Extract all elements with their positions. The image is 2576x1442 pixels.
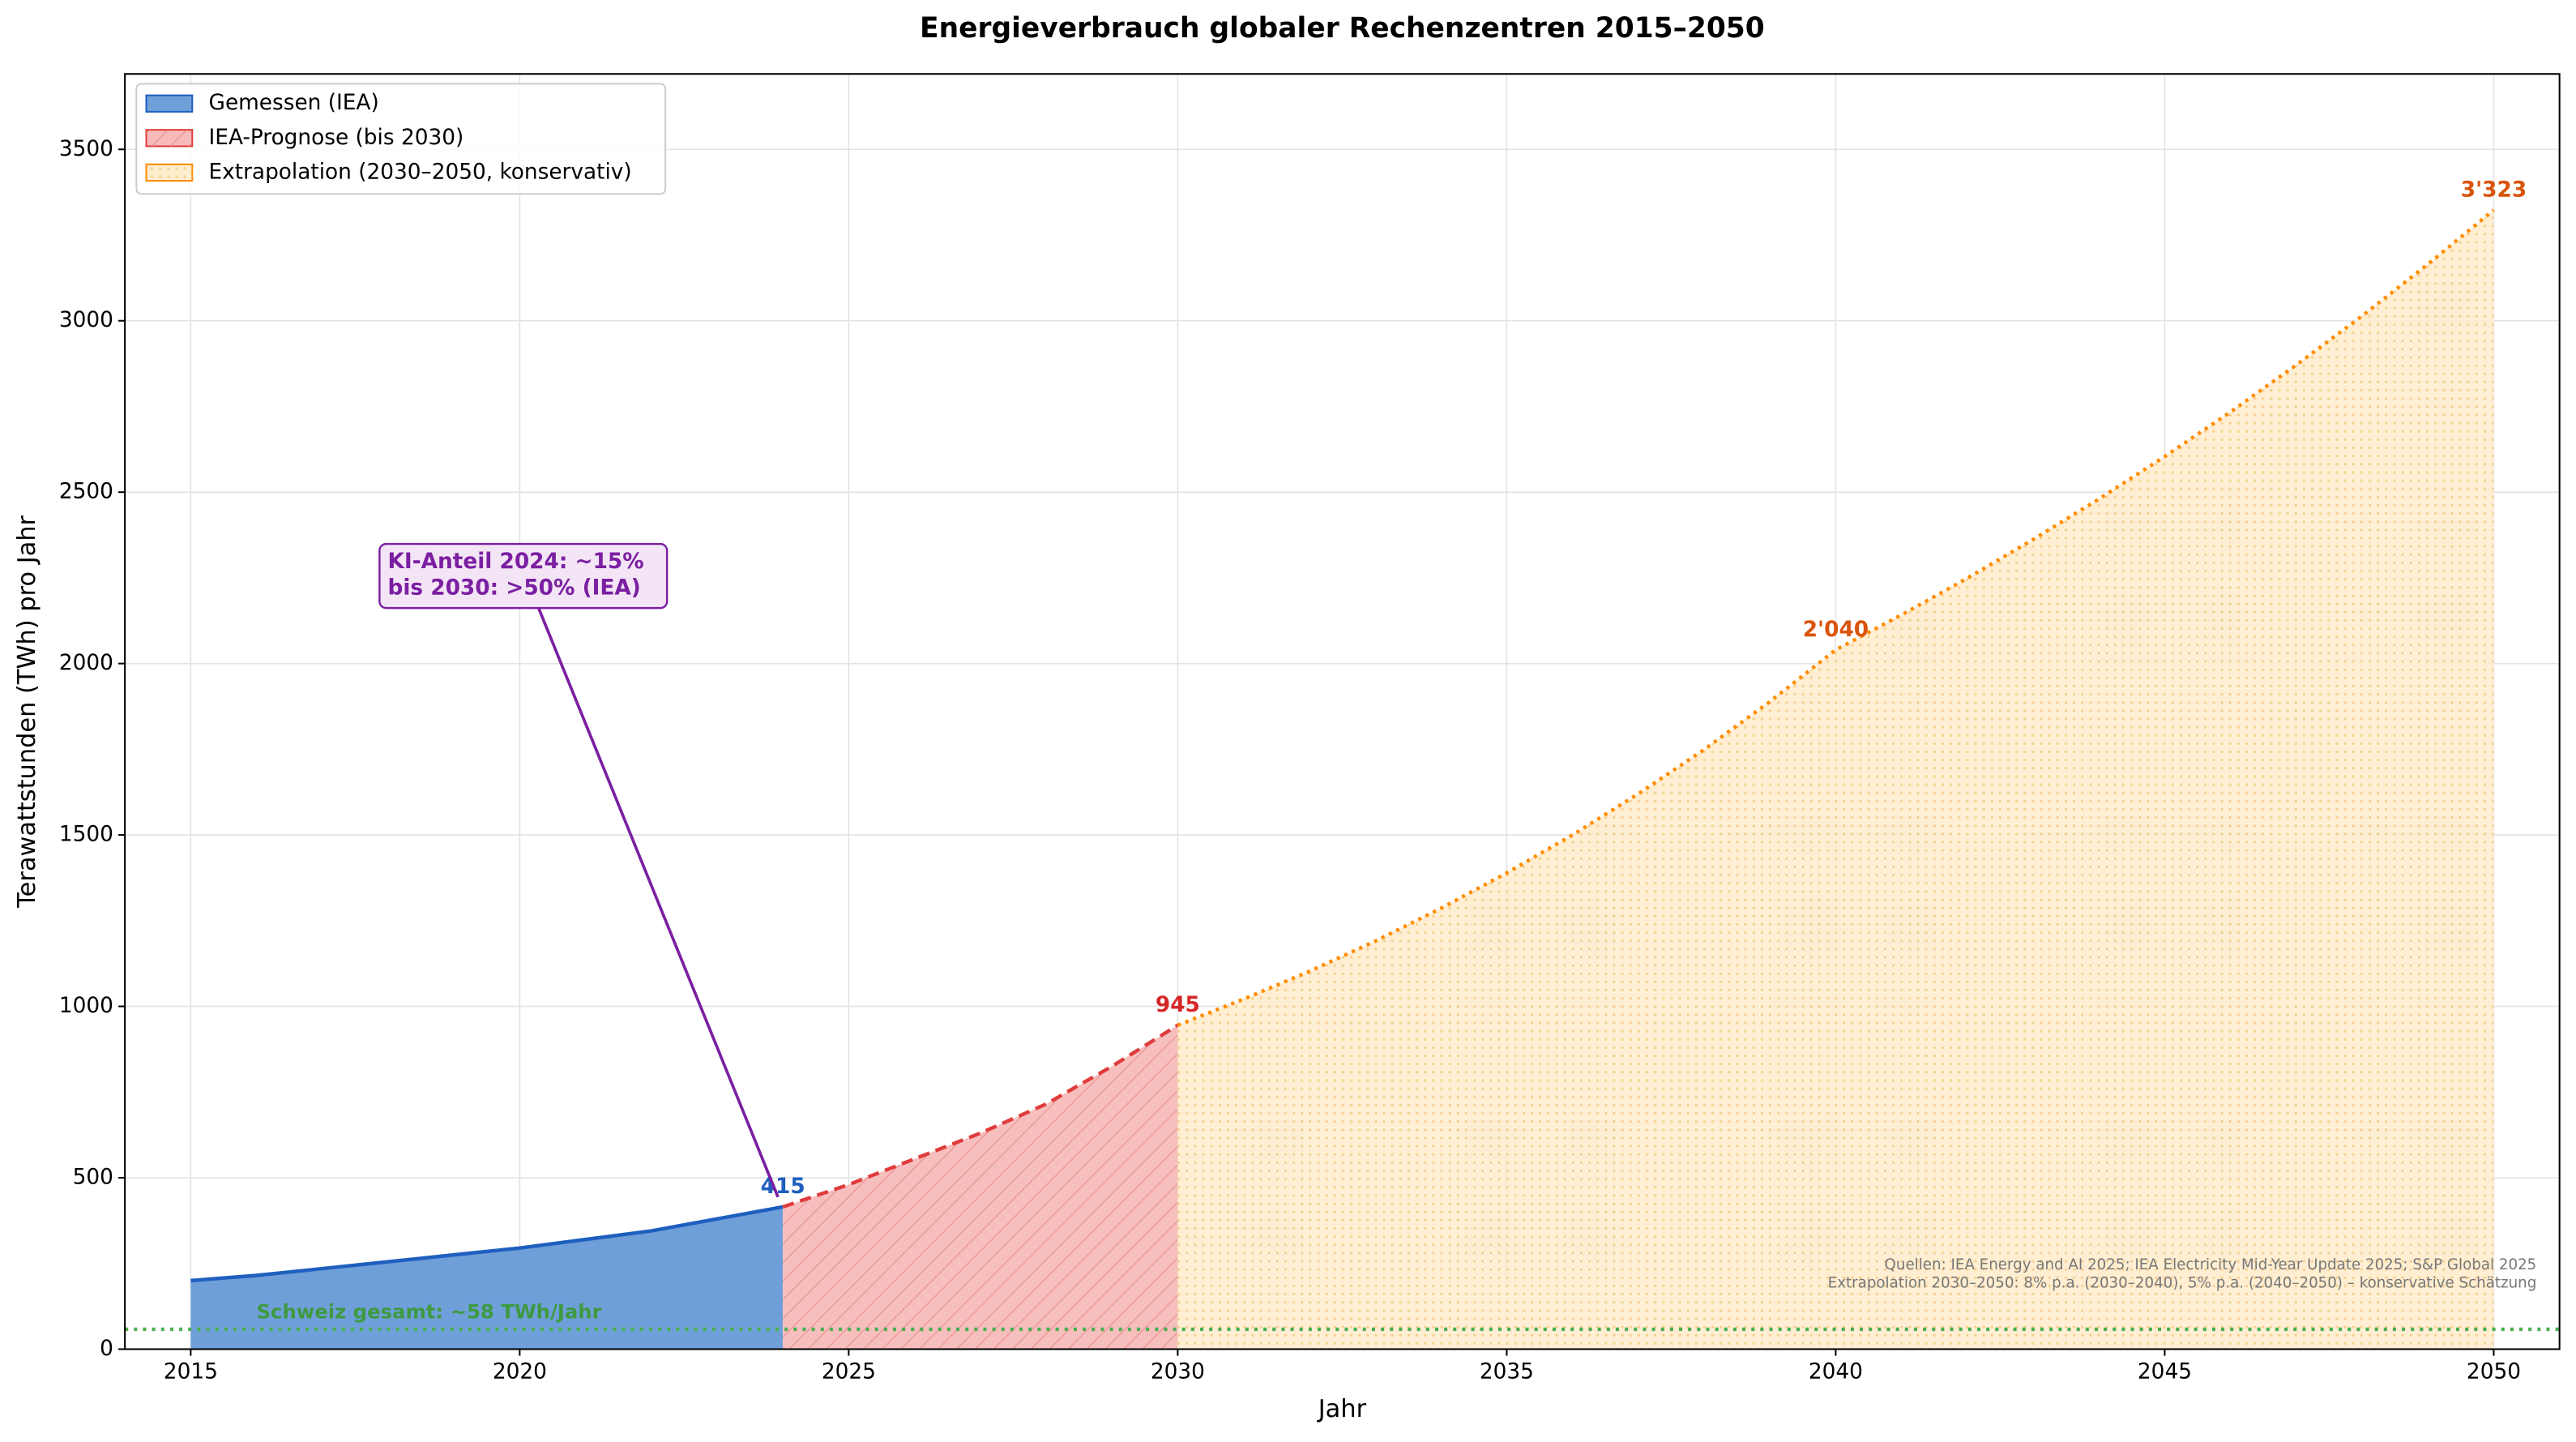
area bbox=[190, 1206, 784, 1350]
x-tick-label: 2040 bbox=[1809, 1359, 1863, 1384]
x-tick-label: 2035 bbox=[1480, 1359, 1534, 1384]
x-tick-label: 2050 bbox=[2467, 1359, 2521, 1384]
y-tick-label: 1000 bbox=[59, 994, 113, 1018]
legend-swatch bbox=[145, 94, 194, 113]
legend-swatch-pattern bbox=[146, 130, 193, 147]
y-axis-label: Terawattstunden (TWh) pro Jahr bbox=[13, 515, 41, 908]
x-tick-label: 2045 bbox=[2138, 1359, 2192, 1384]
x-tick-label: 2025 bbox=[822, 1359, 876, 1384]
legend-label: IEA-Prognose (bis 2030) bbox=[209, 126, 464, 150]
y-tick-label: 3500 bbox=[59, 137, 113, 161]
y-tick-label: 500 bbox=[73, 1165, 113, 1189]
legend-swatch-pattern bbox=[146, 164, 193, 182]
line bbox=[1177, 208, 2495, 1027]
reference-label: Schweiz gesamt: ~58 TWh/Jahr bbox=[257, 1300, 602, 1324]
plot-frame bbox=[124, 73, 2561, 1350]
y-tick-label: 3000 bbox=[59, 308, 113, 332]
data-label: 2'040 bbox=[1803, 618, 1869, 642]
x-axis-label: Jahr bbox=[1317, 1395, 1367, 1423]
x-tick-label: 2030 bbox=[1151, 1359, 1205, 1384]
x-tick-label: 2015 bbox=[164, 1359, 218, 1384]
data-label: 415 bbox=[761, 1175, 805, 1199]
y-tick-label: 2000 bbox=[59, 651, 113, 675]
legend-label: Extrapolation (2030–2050, konservativ) bbox=[209, 160, 632, 184]
area-pattern bbox=[783, 1025, 1178, 1350]
line bbox=[190, 1205, 784, 1283]
annotation-arrow bbox=[536, 604, 780, 1198]
legend-label: Gemessen (IEA) bbox=[209, 91, 379, 115]
y-tick-label: 0 bbox=[100, 1337, 113, 1361]
note: Extrapolation 2030–2050: 8% p.a. (2030–2… bbox=[1828, 1274, 2537, 1291]
annotation-box bbox=[378, 542, 669, 610]
x-tick-label: 2020 bbox=[493, 1359, 547, 1384]
legend-box bbox=[135, 83, 667, 195]
annotation-text: KI-Anteil 2024: ~15% bbox=[388, 550, 644, 574]
note: Quellen: IEA Energy and AI 2025; IEA Ele… bbox=[1885, 1256, 2537, 1273]
data-label: 3'323 bbox=[2461, 178, 2527, 202]
chart-title: Energieverbrauch globaler Rechenzentren … bbox=[920, 12, 1765, 45]
area-pattern bbox=[1177, 210, 2494, 1350]
annotation-text: bis 2030: >50% (IEA) bbox=[388, 576, 641, 600]
y-tick-label: 1500 bbox=[59, 823, 113, 847]
data-label: 945 bbox=[1156, 993, 1200, 1017]
y-tick-label: 2500 bbox=[59, 480, 113, 504]
